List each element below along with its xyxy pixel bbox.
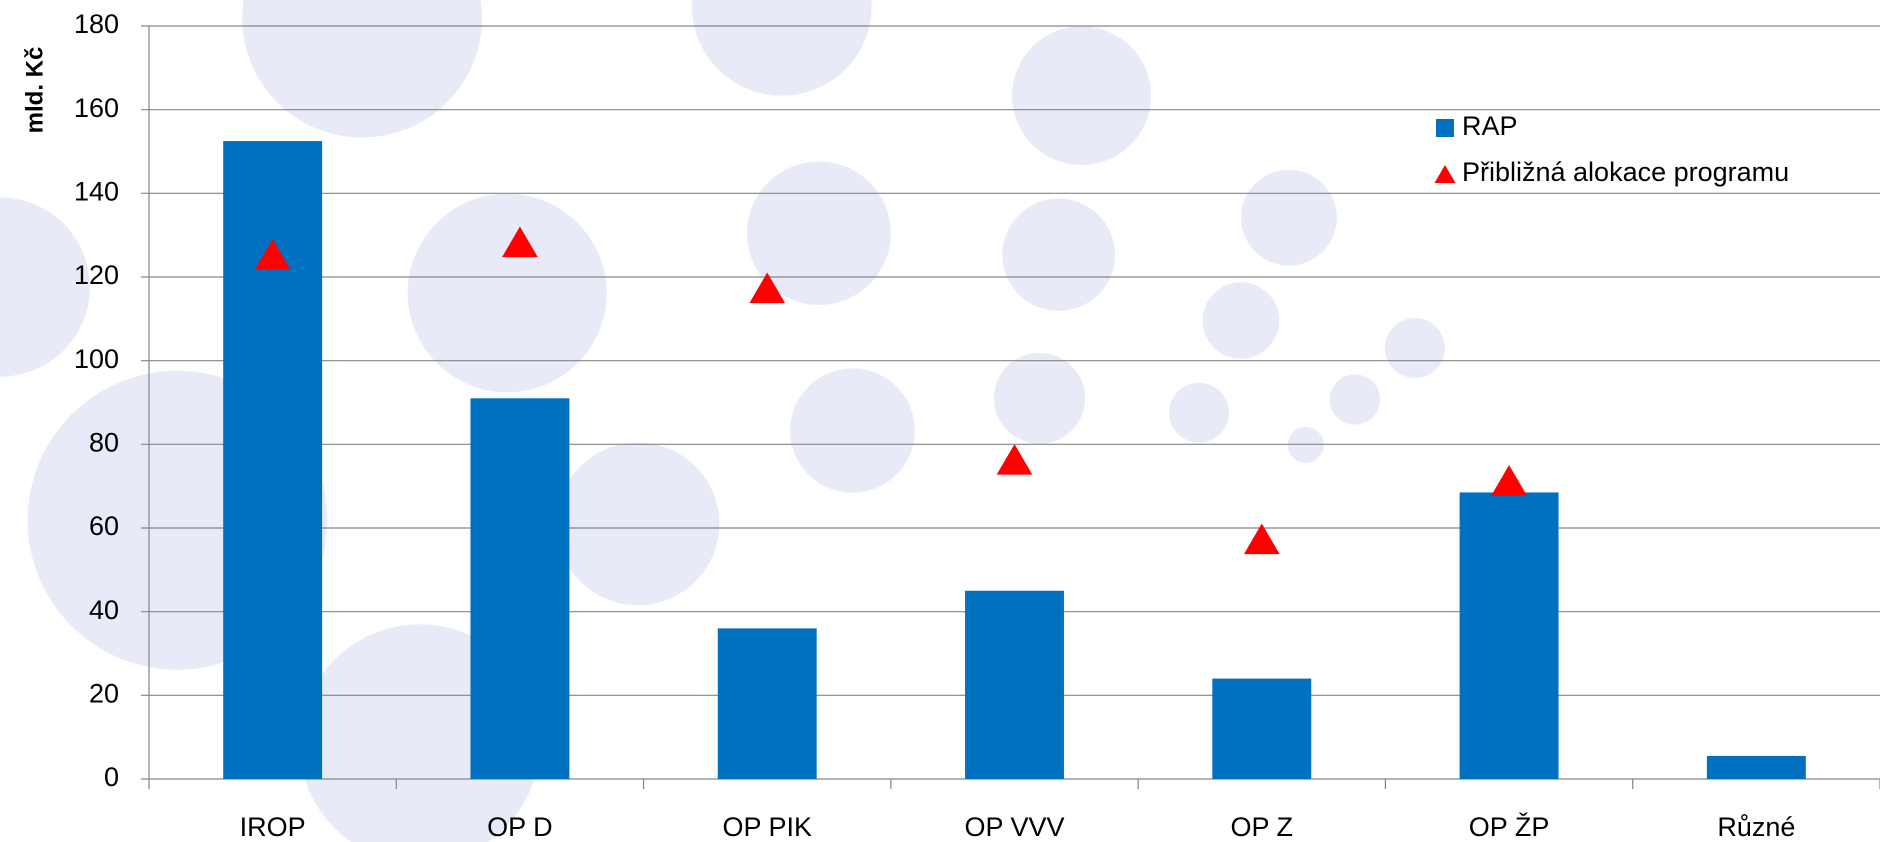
y-tick-label: 120 <box>74 260 119 290</box>
legend-label: RAP <box>1462 111 1518 141</box>
triangle-marker <box>996 444 1033 475</box>
bar <box>470 398 570 779</box>
x-tick-label: IROP <box>240 812 306 842</box>
y-tick-label: 140 <box>74 176 119 206</box>
y-tick-label: 160 <box>74 93 119 123</box>
y-tick-label: 180 <box>74 9 119 39</box>
triangle-marker <box>749 272 786 304</box>
y-tick-label: 40 <box>89 595 119 625</box>
y-tick-label: 0 <box>104 762 119 792</box>
triangle-marker <box>502 226 538 258</box>
bar <box>717 628 817 779</box>
x-tick-label: OP D <box>487 812 553 842</box>
y-axis-label: mld. Kč <box>21 47 48 134</box>
bar <box>1459 492 1559 779</box>
y-tick-label: 80 <box>89 427 119 457</box>
triangle-marker <box>1243 523 1280 555</box>
x-tick-label: OP ŽP <box>1469 811 1550 842</box>
bar <box>1212 678 1312 779</box>
y-tick-label: 60 <box>89 511 119 541</box>
bar <box>223 141 323 779</box>
y-tick-label: 20 <box>89 678 119 708</box>
x-tick-label: Různé <box>1717 812 1795 842</box>
x-tick-label: OP Z <box>1231 812 1294 842</box>
x-tick-label: OP VVV <box>964 812 1064 842</box>
x-tick-label: OP PIK <box>722 812 812 842</box>
triangle-marker <box>1491 464 1527 496</box>
legend-swatch <box>1434 165 1456 183</box>
bar <box>965 590 1064 779</box>
bar <box>1706 755 1806 779</box>
legend-label: Přibližná alokace programu <box>1462 157 1789 187</box>
triangle-marker <box>254 239 291 270</box>
legend-swatch <box>1436 119 1454 137</box>
y-tick-label: 100 <box>74 344 119 374</box>
